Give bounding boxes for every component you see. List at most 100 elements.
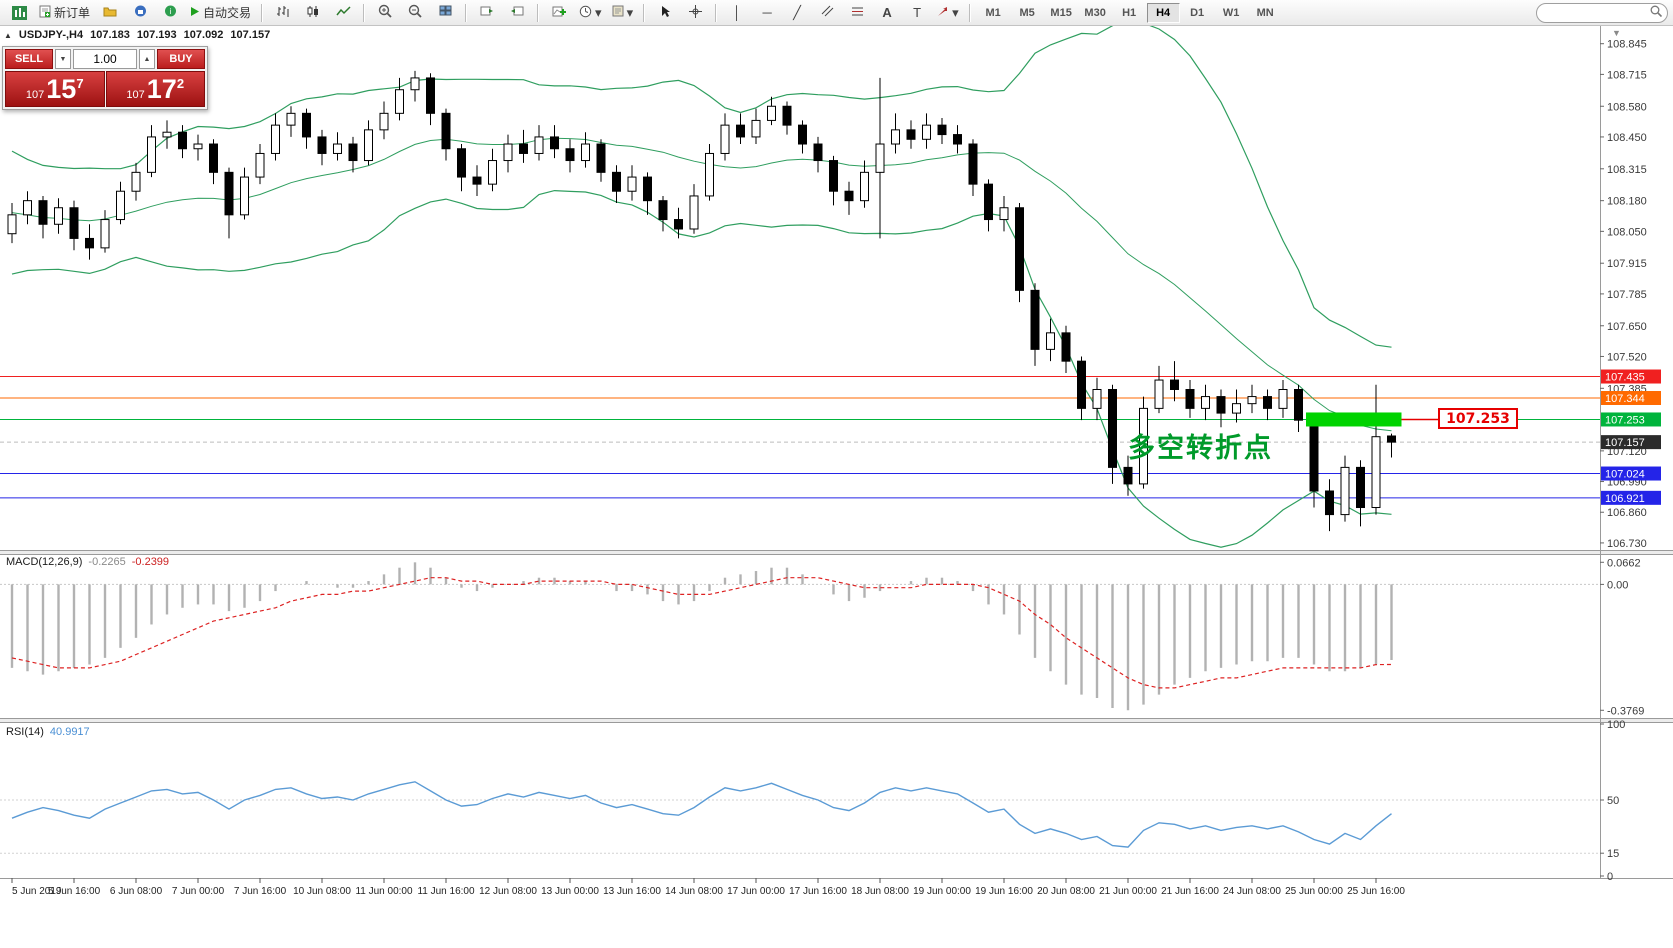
svg-text:11 Jun 00:00: 11 Jun 00:00 — [355, 886, 413, 897]
timeframe-button-m5[interactable]: M5 — [1019, 6, 1035, 19]
horizontal-line-icon: ─ — [762, 5, 772, 20]
sell-button[interactable]: SELL — [5, 49, 53, 69]
svg-text:i: i — [169, 7, 171, 16]
svg-text:25 Jun 00:00: 25 Jun 00:00 — [1285, 886, 1343, 897]
auto-scroll-button[interactable] — [473, 2, 501, 24]
zoom-out-icon — [408, 4, 422, 21]
auto-scroll-icon — [480, 5, 494, 20]
svg-text:0.00: 0.00 — [1607, 579, 1628, 591]
vertical-line-tool[interactable]: │ — [723, 2, 751, 24]
svg-text:107.435: 107.435 — [1605, 372, 1645, 384]
shapes-tool[interactable]: ▾ — [933, 2, 963, 24]
timeframe-button-m1[interactable]: M1 — [985, 6, 1001, 19]
svg-text:0: 0 — [1607, 871, 1613, 883]
buy-price-display[interactable]: 107 17 2 — [105, 71, 205, 107]
svg-text:107.520: 107.520 — [1607, 351, 1647, 363]
svg-text:15: 15 — [1607, 848, 1619, 860]
svg-text:11 Jun 16:00: 11 Jun 16:00 — [417, 886, 475, 897]
svg-text:25 Jun 16:00: 25 Jun 16:00 — [1347, 886, 1405, 897]
new-order-button[interactable]: 新订单 — [35, 2, 94, 24]
svg-text:17 Jun 00:00: 17 Jun 00:00 — [727, 886, 785, 897]
data-window-button[interactable]: i — [156, 2, 184, 24]
line-chart-icon — [335, 5, 351, 21]
timeframe-button-m15[interactable]: M15 — [1050, 6, 1072, 19]
periods-button[interactable]: ▾ — [575, 2, 606, 24]
rsi-panel: 100 50 15 0 — [0, 719, 1625, 883]
svg-text:107.915: 107.915 — [1607, 258, 1647, 270]
svg-text:108.315: 108.315 — [1607, 164, 1647, 176]
svg-text:50: 50 — [1607, 795, 1619, 807]
panel-collapse-arrow[interactable]: ▲ — [4, 30, 12, 40]
timeframe-button-m30[interactable]: M30 — [1084, 6, 1106, 19]
timeframe-button-h4[interactable]: H4 — [1146, 2, 1180, 23]
buy-button[interactable]: BUY — [157, 49, 205, 69]
sell-price-big: 15 — [46, 74, 77, 104]
timeframe-button-w1[interactable]: W1 — [1222, 6, 1240, 19]
timeframe-button-h1[interactable]: H1 — [1122, 6, 1137, 19]
crosshair-button[interactable] — [681, 2, 709, 24]
crosshair-icon — [688, 4, 702, 21]
profiles-button[interactable] — [96, 2, 124, 24]
indicators-button[interactable] — [545, 2, 573, 24]
candlestick-chart-icon — [306, 5, 320, 21]
channel-tool[interactable] — [813, 2, 841, 24]
macd-main-value: -0.2265 — [88, 556, 126, 568]
search-box — [1536, 2, 1668, 23]
svg-text:107.344: 107.344 — [1605, 393, 1645, 405]
auto-trading-button[interactable]: 自动交易 — [186, 2, 255, 24]
label-icon: T — [913, 5, 922, 20]
macd-signal-value: -0.2399 — [131, 556, 170, 568]
volume-input[interactable]: 1.00 — [73, 49, 137, 69]
timeframe-group: M1 M5 M15 M30 H1 H4 D1 W1 MN — [977, 2, 1282, 23]
search-icon — [1650, 4, 1663, 22]
fibonacci-icon — [851, 6, 864, 20]
label-tool[interactable]: T — [903, 2, 931, 24]
templates-button[interactable]: ▾ — [608, 2, 638, 24]
zoom-out-button[interactable] — [401, 2, 429, 24]
svg-text:106.730: 106.730 — [1607, 538, 1647, 550]
trendline-icon: ╱ — [793, 5, 801, 20]
bar-chart-button[interactable] — [269, 2, 297, 24]
text-icon: A — [882, 5, 892, 20]
fibonacci-tool[interactable] — [843, 2, 871, 24]
timeframe-button-mn[interactable]: MN — [1256, 6, 1274, 19]
chevron-down-icon: ▾ — [626, 5, 634, 20]
sell-price-display[interactable]: 107 15 7 — [5, 71, 105, 107]
channel-icon — [821, 5, 834, 20]
svg-text:0.0662: 0.0662 — [1607, 557, 1641, 569]
toolbar: 新订单 i 自动交易 ▾ — [0, 0, 1673, 26]
chart-shift-button[interactable] — [503, 2, 531, 24]
horizontal-line-tool[interactable]: ─ — [753, 2, 781, 24]
indicators-icon — [552, 5, 567, 21]
volume-down-button[interactable]: ▼ — [55, 49, 71, 69]
svg-text:107.785: 107.785 — [1607, 289, 1647, 301]
volume-up-button[interactable]: ▲ — [139, 49, 155, 69]
search-input[interactable] — [1542, 4, 1646, 21]
svg-text:13 Jun 00:00: 13 Jun 00:00 — [541, 886, 599, 897]
timeframe-button-d1[interactable]: D1 — [1190, 6, 1205, 19]
tile-windows-button[interactable] — [431, 2, 459, 24]
trendline-tool[interactable]: ╱ — [783, 2, 811, 24]
candlestick-chart-button[interactable] — [299, 2, 327, 24]
svg-text:106.860: 106.860 — [1607, 507, 1647, 519]
text-tool[interactable]: A — [873, 2, 901, 24]
svg-text:5 Jun 2019: 5 Jun 2019 — [12, 886, 62, 897]
svg-text:107.650: 107.650 — [1607, 321, 1647, 333]
price-axis: 108.845 108.715 108.580 108.450 108.315 108.1… — [1600, 39, 1661, 550]
line-chart-button[interactable] — [329, 2, 357, 24]
high-value: 107.193 — [136, 29, 177, 41]
bar-chart-icon — [276, 5, 290, 21]
svg-text:20 Jun 08:00: 20 Jun 08:00 — [1037, 886, 1095, 897]
svg-text:19 Jun 00:00: 19 Jun 00:00 — [913, 886, 971, 897]
svg-text:14 Jun 08:00: 14 Jun 08:00 — [665, 886, 723, 897]
market-watch-button[interactable] — [126, 2, 154, 24]
zoom-in-button[interactable] — [371, 2, 399, 24]
svg-text:108.050: 108.050 — [1607, 226, 1647, 238]
svg-text:6 Jun 08:00: 6 Jun 08:00 — [110, 886, 163, 897]
buy-price-sup: 2 — [176, 76, 185, 91]
one-click-trading-panel: SELL ▼ 1.00 ▲ BUY 107 15 7 107 17 2 — [2, 46, 208, 110]
low-value: 107.092 — [183, 29, 224, 41]
axis-scroll-arrow-icon[interactable]: ▼ — [1612, 28, 1621, 38]
chart-canvas[interactable]: 108.845 108.715 108.580 108.450 108.315 108.1… — [0, 26, 1673, 948]
cursor-button[interactable] — [651, 2, 679, 24]
